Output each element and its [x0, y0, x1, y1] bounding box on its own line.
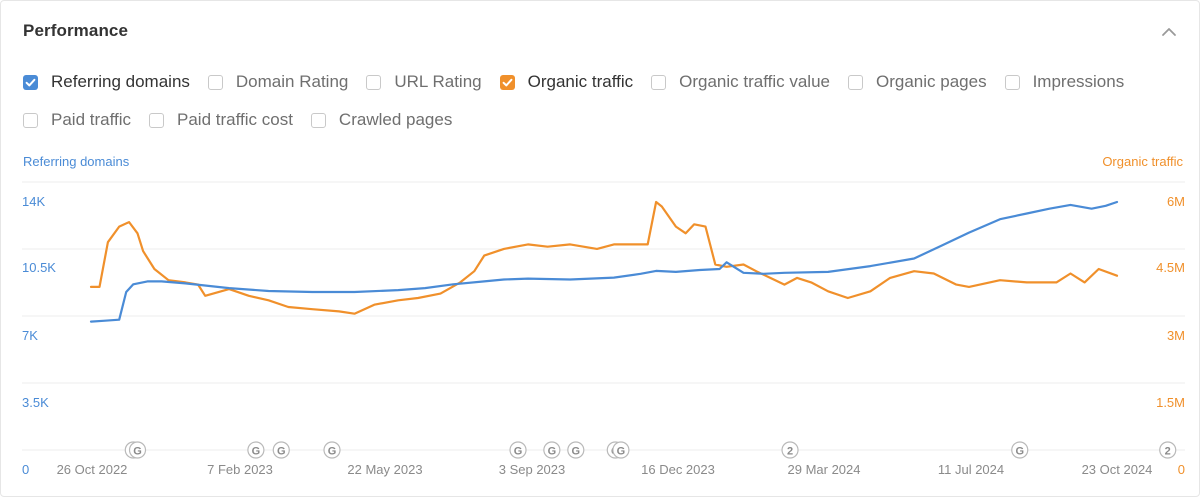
metric-label: Organic traffic value	[679, 72, 830, 91]
annotation-circle	[567, 441, 585, 459]
annotation-circle	[1011, 441, 1029, 459]
checkbox-paid-traffic-cost[interactable]	[149, 112, 165, 128]
annotation-marker[interactable]: G	[1011, 441, 1029, 459]
annotation-circle	[247, 441, 265, 459]
annotation-circle	[1159, 441, 1177, 459]
left-tick-label: 7K	[22, 328, 38, 343]
metric-label: Paid traffic	[51, 110, 132, 129]
series-line-organic-traffic	[89, 200, 1119, 315]
performance-header: Performance	[23, 21, 1181, 43]
metric-toggle-crawled-pages[interactable]: Crawled pages	[310, 110, 453, 130]
metric-toggles-row-2: Paid traffic Paid traffic cost Crawled pag…	[23, 107, 470, 133]
annotation-label: G	[133, 446, 142, 458]
annotation-marker[interactable]: G	[272, 441, 290, 459]
metric-label: Paid traffic cost	[177, 110, 293, 129]
annotation-circle	[272, 441, 290, 459]
left-tick-label: 10.5K	[22, 260, 56, 275]
x-tick-label: 16 Dec 2023	[641, 462, 715, 477]
right-axis-title: Organic traffic	[1102, 154, 1183, 169]
right-tick-label: 6M	[1167, 194, 1185, 209]
checkbox-organic-pages[interactable]	[848, 74, 863, 90]
x-tick-label: 7 Feb 2023	[207, 462, 273, 477]
annotation-label: G	[572, 446, 581, 458]
annotation-circle	[128, 441, 147, 459]
checkbox-url-rating[interactable]	[366, 74, 382, 90]
x-tick-label: 26 Oct 2022	[57, 462, 128, 477]
annotation-marker[interactable]: G	[509, 441, 527, 459]
metric-toggle-paid-traffic[interactable]: Paid traffic	[23, 110, 131, 130]
metric-label: URL Rating	[394, 72, 482, 91]
metric-toggle-organic-pages[interactable]: Organic pages	[848, 72, 987, 92]
annotation-marker[interactable]: G	[543, 441, 561, 459]
x-tick-label: 23 Oct 2024	[1082, 462, 1153, 477]
metric-toggle-impressions[interactable]: Impressions	[1004, 72, 1125, 92]
metric-toggle-organic-traffic-value[interactable]: Organic traffic value	[651, 72, 830, 92]
metric-toggle-paid-traffic-cost[interactable]: Paid traffic cost	[149, 110, 293, 130]
right-tick-label: 3M	[1167, 328, 1185, 343]
x-tick-label: 3 Sep 2023	[499, 462, 566, 477]
right-tick-label: 4.5M	[1156, 260, 1185, 275]
metric-toggle-organic-traffic[interactable]: Organic traffic	[499, 72, 634, 92]
x-tick-label: 11 Jul 2024	[938, 462, 1004, 477]
series-line-referring-domains	[89, 200, 1119, 323]
left-tick-label: 14K	[22, 194, 45, 209]
annotation-circle	[323, 441, 341, 459]
metric-label: Organic traffic	[527, 72, 634, 91]
metric-toggles-row-1: Referring domains Domain Rating URL Rating…	[23, 69, 1142, 95]
checkbox-organic-traffic[interactable]	[499, 74, 515, 90]
annotation-marker[interactable]: G	[128, 441, 147, 459]
metric-label: Domain Rating	[235, 72, 349, 91]
metric-label: Impressions	[1032, 72, 1125, 91]
x-tick-label: 22 May 2023	[347, 462, 422, 477]
panel-title: Performance	[23, 21, 129, 40]
annotation-label: 2	[1165, 446, 1171, 458]
annotation-circle	[781, 441, 799, 459]
checkbox-domain-rating[interactable]	[207, 74, 223, 90]
checkbox-crawled-pages[interactable]	[310, 112, 326, 128]
left-tick-label: 0	[22, 462, 29, 477]
annotation-label: 2	[787, 446, 793, 458]
metric-toggle-referring-domains[interactable]: Referring domains	[23, 72, 190, 92]
metric-toggle-domain-rating[interactable]: Domain Rating	[207, 72, 349, 92]
annotation-label: G	[328, 446, 337, 458]
checkbox-organic-traffic-value[interactable]	[651, 74, 667, 90]
left-tick-label: 3.5K	[22, 395, 49, 410]
annotation-marker[interactable]: G	[612, 441, 630, 459]
annotation-label: G	[617, 446, 626, 458]
annotation-label: G	[277, 446, 286, 458]
chevron-up-icon[interactable]	[1159, 22, 1179, 42]
annotation-label: G	[252, 446, 261, 458]
annotation-circle	[543, 441, 561, 459]
annotation-label: G	[1015, 446, 1024, 458]
right-tick-label: 0	[1178, 462, 1185, 477]
metric-toggle-url-rating[interactable]: URL Rating	[366, 72, 482, 92]
annotation-marker[interactable]: G	[247, 441, 265, 459]
annotation-marker[interactable]: 2	[1159, 441, 1177, 459]
annotation-circle	[612, 441, 630, 459]
metric-label: Referring domains	[51, 72, 190, 91]
annotation-marker[interactable]: 2	[781, 441, 799, 459]
left-axis-title: Referring domains	[23, 154, 130, 169]
annotation-marker[interactable]: G	[323, 441, 341, 459]
annotation-marker[interactable]: G	[567, 441, 585, 459]
right-tick-label: 1.5M	[1156, 395, 1185, 410]
annotation-label: G	[548, 446, 557, 458]
annotation-circle	[509, 441, 527, 459]
metric-label: Organic pages	[876, 72, 987, 91]
checkbox-paid-traffic[interactable]	[23, 112, 38, 128]
checkbox-impressions[interactable]	[1004, 74, 1020, 90]
metric-label: Crawled pages	[338, 110, 453, 129]
x-tick-label: 29 Mar 2024	[788, 462, 861, 477]
checkbox-referring-domains[interactable]	[23, 74, 38, 90]
annotation-label: G	[514, 446, 523, 458]
